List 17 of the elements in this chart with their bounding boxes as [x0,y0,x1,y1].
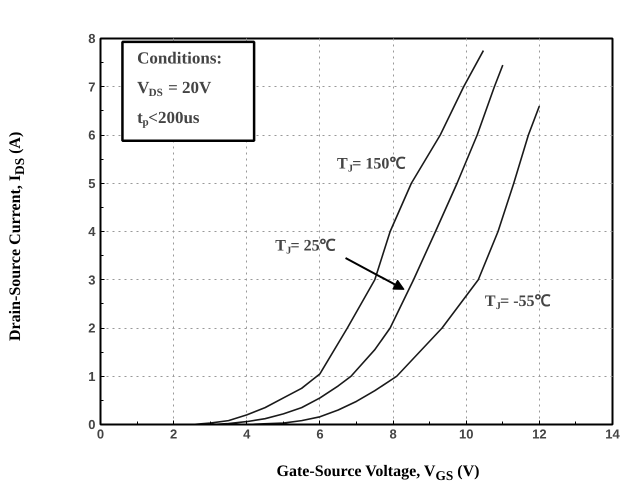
y-tick-label: 3 [88,272,96,288]
y-tick-label: 1 [88,368,96,384]
y-tick-label: 4 [88,224,96,239]
y-tick-label: 8 [88,31,96,46]
y-tick-label: 5 [88,176,96,191]
x-tick-label: 12 [532,426,547,442]
y-tick-label: 7 [88,79,96,94]
x-tick-label: 14 [605,426,620,442]
x-tick-label: 10 [458,426,474,442]
x-tick-label: 8 [389,426,397,442]
x-axis-title: Gate-Source Voltage, V$_{GS}$ (V) [276,462,480,486]
y-tick-label: 6 [88,128,96,142]
x-tick-label: 6 [316,426,324,442]
y-tick-label: 0 [88,417,96,432]
y-tick-label: 2 [88,320,96,336]
x-tick-label: 4 [243,426,252,442]
x-tick-label: 2 [170,426,178,442]
